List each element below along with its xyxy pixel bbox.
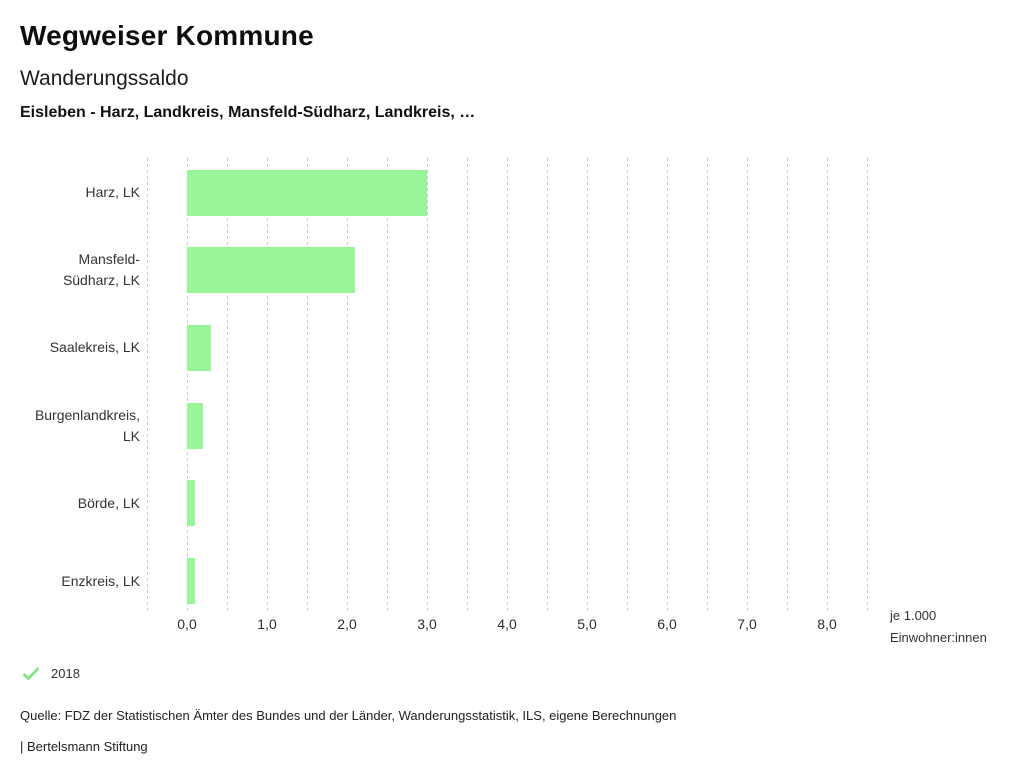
gridline	[306, 158, 308, 610]
source-text: Quelle: FDZ der Statistischen Ämter des …	[20, 708, 677, 723]
y-axis-label: Enzkreis, LK	[61, 572, 140, 589]
app-title: Wegweiser Kommune	[20, 20, 314, 51]
gridline	[786, 158, 788, 610]
gridline	[426, 158, 428, 610]
gridline	[506, 158, 508, 610]
gridline	[866, 158, 868, 610]
chart-subtitle: Eisleben - Harz, Landkreis, Mansfeld-Süd…	[20, 104, 476, 121]
bar-Börde, LK[interactable]	[187, 480, 195, 527]
y-axis-label: Burgenlandkreis, LK	[34, 406, 140, 444]
gridline	[826, 158, 828, 610]
legend-item-2018[interactable]: 2018	[22, 666, 80, 681]
x-axis-tick-label: 3,0	[417, 616, 437, 632]
gridline	[706, 158, 708, 610]
bar-Mansfeld-Südharz, LK[interactable]	[187, 247, 355, 294]
x-axis-tick-label: 8,0	[817, 616, 837, 632]
gridline	[466, 158, 468, 610]
gridline	[386, 158, 388, 610]
legend-label: 2018	[51, 666, 80, 681]
gridline	[186, 158, 188, 610]
legend: 2018	[22, 666, 80, 681]
gridline	[546, 158, 548, 610]
gridline	[666, 158, 668, 610]
y-axis-label: Börde, LK	[77, 494, 140, 511]
x-axis-tick-label: 2,0	[337, 616, 357, 632]
gridline	[586, 158, 588, 610]
y-axis-label: Saalekreis, LK	[49, 339, 140, 356]
x-axis-unit-label: je 1.000 Einwohner:innen	[890, 608, 987, 645]
gridline	[226, 158, 228, 610]
x-axis-tick-label: 5,0	[577, 616, 597, 632]
gridline	[746, 158, 748, 610]
bar-Harz, LK[interactable]	[187, 169, 427, 216]
check-icon	[22, 667, 40, 681]
x-axis-tick-label: 1,0	[257, 616, 277, 632]
x-axis-tick-label: 6,0	[657, 616, 677, 632]
gridline	[266, 158, 268, 610]
gridline	[146, 158, 148, 610]
x-axis-tick-label: 0,0	[177, 616, 197, 632]
gridline	[626, 158, 628, 610]
y-axis-label: Harz, LK	[85, 184, 140, 200]
x-axis-tick-label: 4,0	[497, 616, 517, 632]
bar-Enzkreis, LK[interactable]	[187, 558, 195, 604]
chart-title: Wanderungssaldo	[20, 67, 189, 90]
y-axis-label: Mansfeld-Südharz, LK	[62, 251, 140, 289]
x-axis-tick-label: 7,0	[737, 616, 757, 632]
gridline	[346, 158, 348, 610]
bar-Burgenlandkreis, LK[interactable]	[187, 402, 203, 449]
bar-Saalekreis, LK[interactable]	[187, 324, 211, 371]
footer-brand-text: | Bertelsmann Stiftung	[20, 739, 148, 754]
